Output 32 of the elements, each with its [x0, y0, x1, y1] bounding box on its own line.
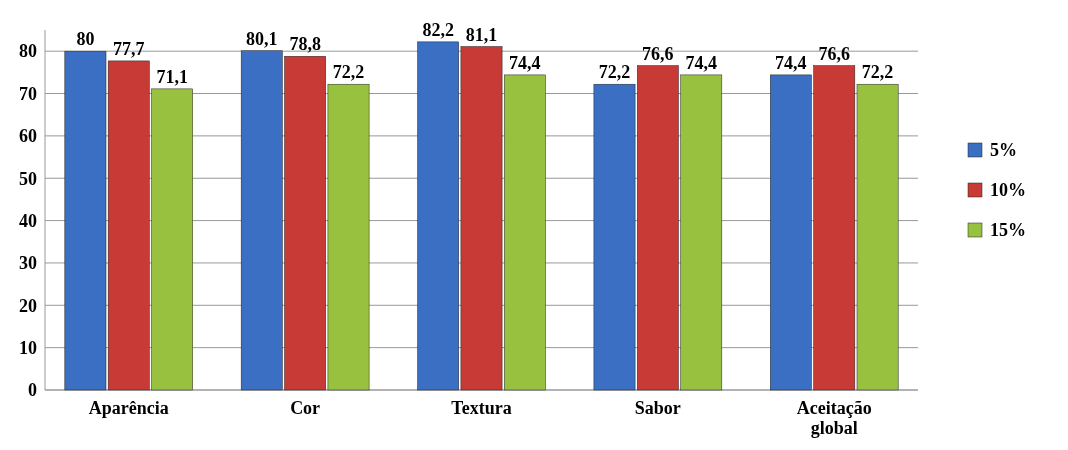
data-label: 76,6 — [642, 43, 674, 64]
y-tick-label: 60 — [19, 126, 37, 147]
data-label: 80 — [76, 29, 95, 50]
data-label: 82,2 — [422, 19, 454, 40]
x-tick-label: Aceitação global — [796, 398, 872, 438]
y-tick-label: 10 — [19, 337, 37, 358]
x-tick-label: Cor — [290, 398, 321, 418]
legend-label: 10% — [990, 180, 1026, 201]
x-tick-label: Aparência — [88, 398, 169, 418]
data-label: 76,6 — [818, 43, 850, 64]
data-label: 81,1 — [465, 24, 498, 45]
data-label: 77,7 — [113, 38, 145, 59]
data-label: 74,4 — [685, 52, 717, 73]
data-label: 72,2 — [861, 62, 894, 83]
y-tick-label: 70 — [19, 83, 37, 104]
data-label: 72,2 — [598, 62, 631, 83]
legend-label: 15% — [990, 220, 1026, 241]
y-tick-label: 20 — [19, 295, 37, 316]
data-label: 74,4 — [509, 52, 541, 73]
y-tick-label: 40 — [19, 210, 37, 231]
data-label: 80,1 — [246, 28, 278, 49]
legend-label: 5% — [990, 140, 1017, 161]
y-tick-label: 80 — [19, 41, 37, 62]
data-label: 74,4 — [775, 52, 807, 73]
y-tick-label: 30 — [19, 253, 37, 274]
y-tick-label: 50 — [19, 168, 37, 189]
data-label: 71,1 — [156, 66, 188, 87]
y-tick-label: 0 — [28, 380, 37, 401]
data-label: 78,8 — [289, 34, 321, 55]
x-tick-label: Sabor — [634, 398, 681, 418]
data-label: 72,2 — [332, 62, 365, 83]
x-tick-label: Textura — [451, 398, 512, 418]
